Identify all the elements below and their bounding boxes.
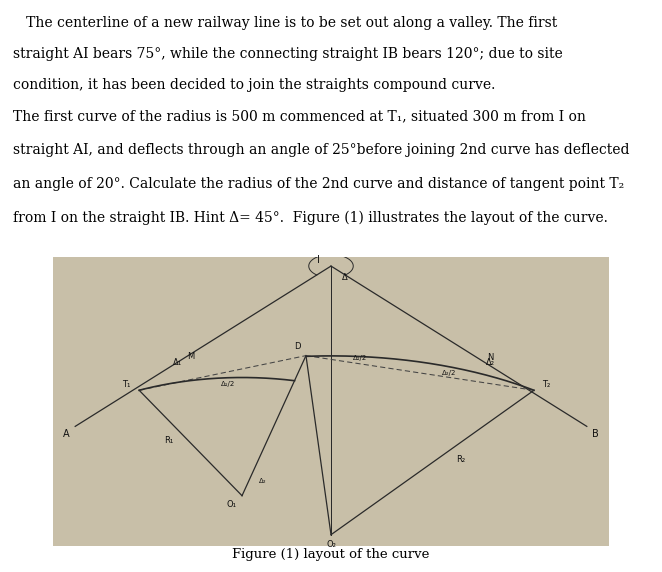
Text: condition, it has been decided to join the straights compound curve.: condition, it has been decided to join t… <box>13 78 496 92</box>
Text: R₂: R₂ <box>455 455 465 464</box>
Text: Δ₂: Δ₂ <box>259 478 266 484</box>
Text: M: M <box>187 352 195 362</box>
Text: A: A <box>63 429 70 439</box>
Text: from I on the straight IB. Hint Δ= 45°.  Figure (1) illustrates the layout of th: from I on the straight IB. Hint Δ= 45°. … <box>13 210 608 225</box>
Text: O₂: O₂ <box>326 541 336 550</box>
Text: straight AI bears 75°, while the connecting straight IB bears 120°; due to site: straight AI bears 75°, while the connect… <box>13 47 563 61</box>
Text: an angle of 20°. Calculate the radius of the 2nd curve and distance of tangent p: an angle of 20°. Calculate the radius of… <box>13 177 624 190</box>
Text: R₁: R₁ <box>164 436 173 444</box>
Text: O₁: O₁ <box>226 500 236 509</box>
Text: Δ: Δ <box>342 273 348 283</box>
Text: Figure (1) layout of the curve: Figure (1) layout of the curve <box>232 549 430 561</box>
Text: D: D <box>294 342 301 351</box>
Text: Δ₁/2: Δ₁/2 <box>354 355 367 362</box>
Text: Δ₁: Δ₁ <box>173 358 181 367</box>
Text: The centerline of a new railway line is to be set out along a valley. The first: The centerline of a new railway line is … <box>13 16 557 30</box>
Text: Δ₂/2: Δ₂/2 <box>442 370 457 376</box>
Text: straight AI, and deflects through an angle of 25°before joining 2nd curve has de: straight AI, and deflects through an ang… <box>13 143 630 157</box>
Text: I: I <box>317 255 320 265</box>
Text: B: B <box>592 429 599 439</box>
Text: T₁: T₁ <box>122 380 131 389</box>
Text: Δ₁/2: Δ₁/2 <box>221 382 235 387</box>
Text: The first curve of the radius is 500 m commenced at T₁, situated 300 m from I on: The first curve of the radius is 500 m c… <box>13 109 586 124</box>
Text: T₂: T₂ <box>542 380 551 389</box>
Text: N: N <box>487 353 493 362</box>
Text: Δ₂: Δ₂ <box>486 358 495 367</box>
